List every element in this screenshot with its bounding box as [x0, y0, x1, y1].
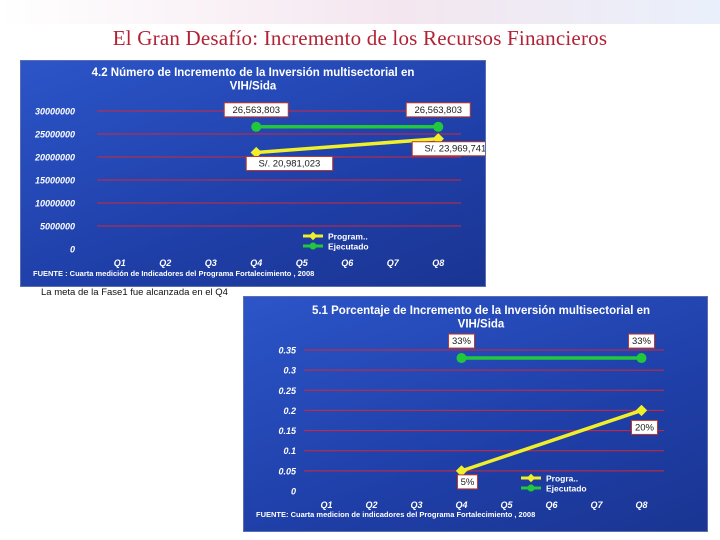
- x-tick-label: Q8: [635, 500, 647, 510]
- chart-title-line-2: VIH/Sida: [230, 81, 277, 93]
- data-point-executed: [456, 353, 467, 364]
- data-point-programmed: [250, 146, 262, 159]
- slide-title: El Gran Desafío: Incremento de los Recur…: [112, 26, 608, 50]
- x-tick-label: Q4: [455, 500, 467, 510]
- chart-investment-amount: 4.2 Número de Incremento de la Inversión…: [20, 60, 486, 287]
- data-point-programmed: [635, 404, 648, 417]
- y-tick-label: 0.35: [278, 346, 297, 356]
- annotation-box: [411, 141, 485, 157]
- x-tick-label: Q7: [387, 258, 400, 268]
- data-point-executed: [433, 121, 444, 132]
- annotation-label: 33%: [452, 336, 472, 347]
- annotation-label: S/. 20,981,023: [259, 158, 321, 169]
- annotation-label: 5%: [461, 477, 475, 488]
- y-tick-label: 0.15: [278, 426, 297, 436]
- phase-note: La meta de la Fase1 fue alcanzada en el …: [41, 287, 228, 298]
- annotation-box: [631, 419, 658, 435]
- x-tick-label: Q6: [341, 258, 354, 268]
- legend-label-executed: Ejecutado: [328, 242, 369, 252]
- chart-title: 5.1 Porcentaje de Incremento de la Inver…: [312, 305, 650, 331]
- data-point-executed: [636, 353, 647, 364]
- legend-label-programmed: Program..: [328, 232, 368, 242]
- legend-marker-programmed: [308, 231, 318, 241]
- y-tick-label: 30000000: [35, 107, 75, 117]
- chart-investment-percentage: 5.1 Porcentaje de Incremento de la Inver…: [243, 296, 708, 532]
- chart-title-line-1: 4.2 Número de Incremento de la Inversión…: [92, 67, 415, 79]
- chart-source-note: FUENTE : Cuarta medición de Indicadores …: [33, 269, 314, 278]
- annotation-label: S/. 23,969,741: [425, 144, 485, 155]
- chart-investment-amount-svg: 4.2 Número de Incremento de la Inversión…: [33, 67, 485, 278]
- annotation-box: [245, 155, 334, 171]
- series-line-programmed: [460, 408, 643, 473]
- y-tick-label: 25000000: [34, 130, 75, 140]
- annotation-label: 20%: [635, 422, 655, 433]
- annotation-box: [223, 102, 289, 118]
- x-tick-label: Q5: [500, 500, 513, 510]
- annotation-box: [405, 102, 471, 118]
- x-tick-label: Q7: [590, 500, 603, 510]
- x-tick-label: Q3: [205, 258, 217, 268]
- annotation-box: [448, 333, 475, 349]
- y-tick-label: 0.1: [283, 446, 296, 456]
- y-tick-label: 0.25: [278, 386, 297, 396]
- y-tick-label: 0: [70, 245, 75, 255]
- annotation-box: [457, 474, 478, 490]
- annotation-label: 33%: [632, 336, 652, 347]
- annotation-label: 26,563,803: [414, 105, 462, 116]
- x-tick-label: Q6: [545, 500, 558, 510]
- chart-title-line-1: 5.1 Porcentaje de Incremento de la Inver…: [312, 305, 650, 317]
- x-tick-label: Q1: [114, 258, 126, 268]
- chart-title: 4.2 Número de Incremento de la Inversión…: [92, 67, 415, 93]
- legend-marker-executed: [309, 242, 317, 250]
- y-tick-label: 0.2: [283, 406, 296, 416]
- y-tick-label: 0.3: [283, 366, 296, 376]
- y-tick-label: 0.05: [278, 466, 297, 476]
- x-tick-label: Q1: [320, 500, 332, 510]
- x-tick-label: Q8: [432, 258, 444, 268]
- legend-marker-executed: [527, 484, 535, 492]
- x-tick-label: Q4: [250, 258, 262, 268]
- y-tick-label: 20000000: [34, 153, 75, 163]
- y-tick-label: 15000000: [35, 176, 75, 186]
- legend-label-executed: Ejecutado: [546, 484, 587, 494]
- x-tick-label: Q2: [159, 258, 171, 268]
- y-tick-label: 0: [291, 487, 296, 497]
- data-point-programmed: [455, 465, 468, 477]
- x-tick-label: Q3: [410, 500, 422, 510]
- x-tick-label: Q5: [296, 258, 309, 268]
- legend-marker-programmed: [526, 473, 536, 483]
- chart-title-line-2: VIH/Sida: [458, 319, 505, 331]
- annotation-box: [628, 333, 655, 349]
- legend-label-programmed: Progra..: [546, 474, 578, 484]
- chart-investment-percentage-svg: 5.1 Porcentaje de Incremento de la Inver…: [256, 305, 664, 519]
- y-tick-label: 5000000: [40, 222, 75, 232]
- y-tick-label: 10000000: [35, 199, 75, 209]
- chart-source-note: FUENTE: Cuarta medicion de indicadores d…: [256, 510, 535, 519]
- annotation-label: 26,563,803: [232, 105, 280, 116]
- x-tick-label: Q2: [365, 500, 377, 510]
- slide-top-decoration: [0, 0, 720, 24]
- data-point-executed: [251, 121, 262, 132]
- series-line-programmed: [256, 136, 439, 155]
